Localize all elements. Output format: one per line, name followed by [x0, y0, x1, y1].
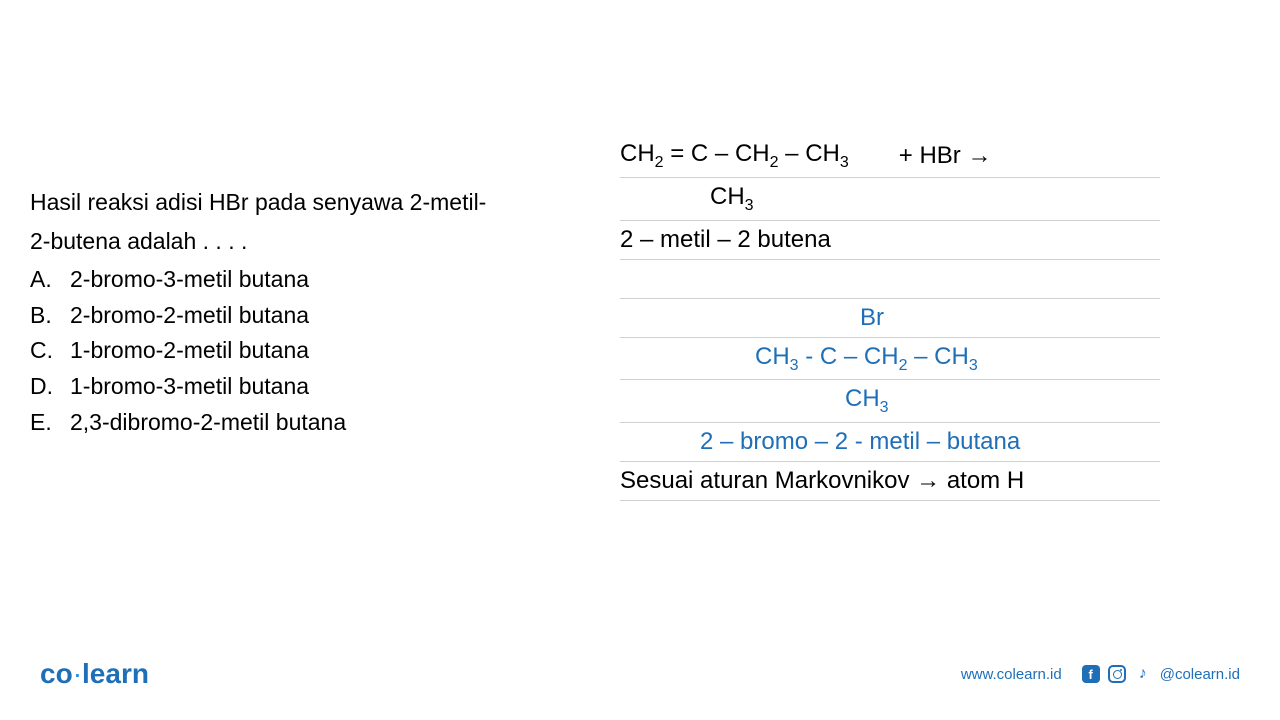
product-ch3: CH3 [845, 385, 889, 417]
social-icons: f ♪ @colearn.id [1082, 665, 1240, 683]
option-letter: B. [30, 298, 70, 334]
reactant-chain: CH2 = C – CH2 – CH3 [620, 140, 849, 172]
footer: co·learn www.colearn.id f ♪ @colearn.id [0, 658, 1280, 690]
instagram-icon [1108, 665, 1126, 683]
spacer-line [620, 260, 1160, 299]
reagent: + HBr → [899, 142, 992, 170]
option-letter: E. [30, 405, 70, 441]
facebook-icon: f [1082, 665, 1100, 683]
tiktok-icon: ♪ [1134, 665, 1152, 683]
option-letter: A. [30, 262, 70, 298]
website-url: www.colearn.id [961, 666, 1062, 683]
option-letter: C. [30, 333, 70, 369]
markovnikov-rule: Sesuai aturan Markovnikov → atom H [620, 462, 1160, 501]
option-letter: D. [30, 369, 70, 405]
product-br: Br [620, 299, 1160, 338]
question-panel: Hasil reaksi adisi HBr pada senyawa 2-me… [30, 185, 560, 440]
reactant-name: 2 – metil – 2 butena [620, 221, 1160, 260]
product-main: CH3 - C – CH2 – CH3 [620, 338, 1160, 381]
product-name: 2 – bromo – 2 - metil – butana [620, 423, 1160, 462]
reactant-main: CH2 = C – CH2 – CH3 + HBr → [620, 135, 1160, 178]
logo-co: co [40, 658, 73, 689]
social-handle: @colearn.id [1160, 666, 1240, 683]
option-d: D. 1-bromo-3-metil butana [30, 369, 560, 405]
option-text: 1-bromo-3-metil butana [70, 369, 309, 405]
solution-panel: CH2 = C – CH2 – CH3 + HBr → CH3 2 – meti… [620, 135, 1160, 501]
option-text: 2,3-dibromo-2-metil butana [70, 405, 346, 441]
footer-right: www.colearn.id f ♪ @colearn.id [961, 665, 1240, 683]
reactant-branch: CH3 [620, 178, 1160, 221]
option-text: 2-bromo-3-metil butana [70, 262, 309, 298]
option-text: 1-bromo-2-metil butana [70, 333, 309, 369]
logo-dot: · [73, 658, 82, 689]
br-label: Br [860, 304, 884, 332]
logo-learn: learn [82, 658, 149, 689]
options-list: A. 2-bromo-3-metil butana B. 2-bromo-2-m… [30, 262, 560, 440]
colearn-logo: co·learn [40, 658, 149, 690]
option-a: A. 2-bromo-3-metil butana [30, 262, 560, 298]
question-line-2: 2-butena adalah . . . . [30, 224, 560, 259]
option-b: B. 2-bromo-2-metil butana [30, 298, 560, 334]
product-branch: CH3 [620, 380, 1160, 423]
branch-ch3: CH3 [710, 183, 754, 215]
question-line-1: Hasil reaksi adisi HBr pada senyawa 2-me… [30, 185, 560, 220]
option-e: E. 2,3-dibromo-2-metil butana [30, 405, 560, 441]
option-text: 2-bromo-2-metil butana [70, 298, 309, 334]
product-chain: CH3 - C – CH2 – CH3 [755, 343, 978, 375]
option-c: C. 1-bromo-2-metil butana [30, 333, 560, 369]
